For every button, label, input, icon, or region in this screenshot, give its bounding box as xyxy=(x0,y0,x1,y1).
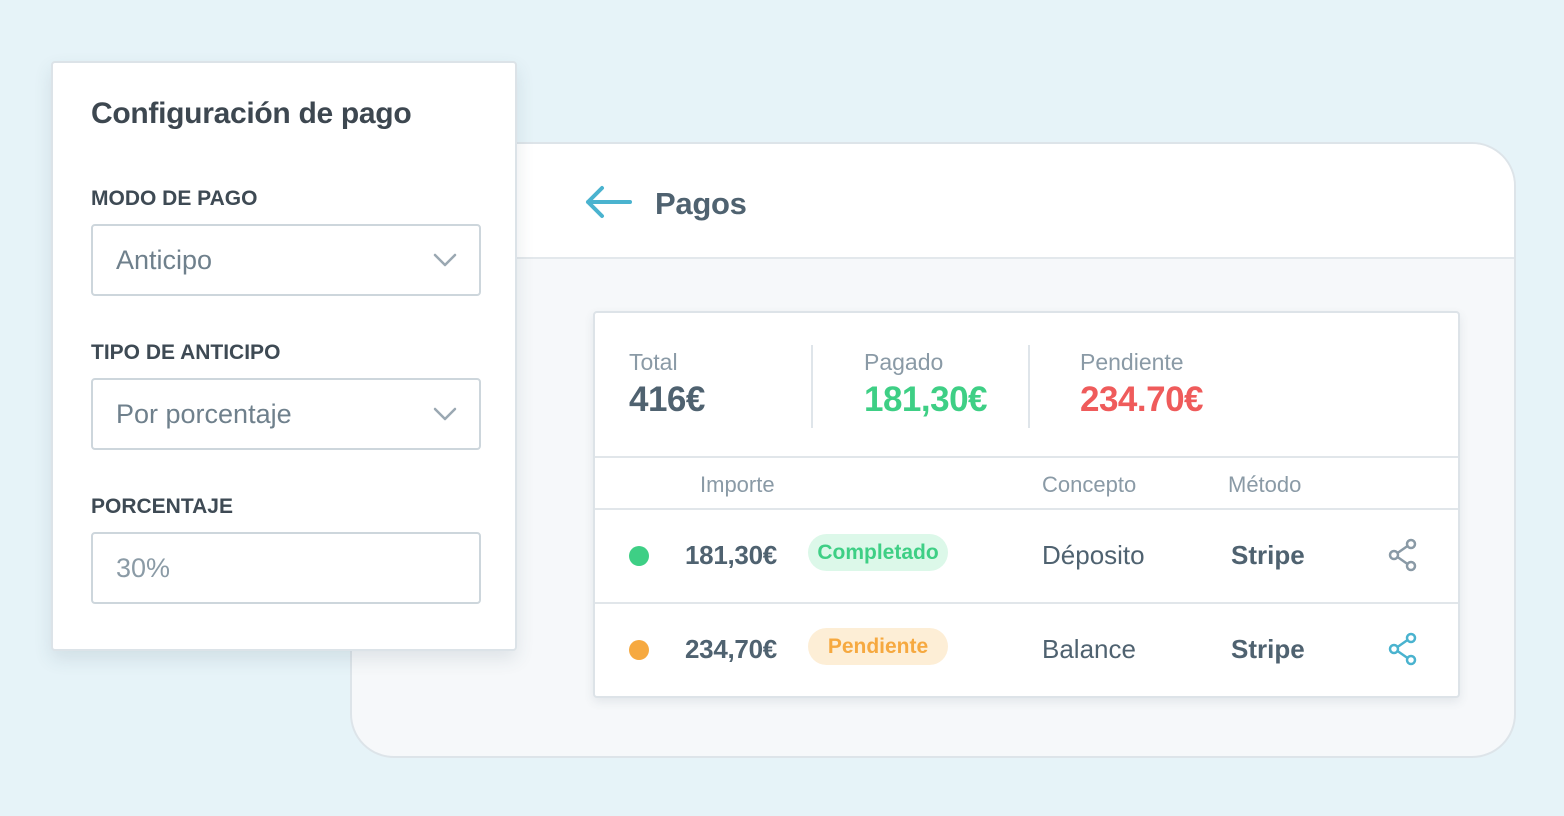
summary-divider xyxy=(1028,345,1030,428)
advance-type-select[interactable]: Por porcentaje xyxy=(91,378,481,450)
summary-total-value: 416€ xyxy=(629,380,705,419)
table-row[interactable]: 234,70€ Pendiente Balance Stripe xyxy=(595,604,1458,698)
percentage-label: PORCENTAJE xyxy=(91,495,233,518)
row-amount: 181,30€ xyxy=(685,540,777,570)
payment-mode-select[interactable]: Anticipo xyxy=(91,224,481,296)
row-amount: 234,70€ xyxy=(685,634,777,664)
percentage-value: 30% xyxy=(116,553,171,583)
percentage-input[interactable]: 30% xyxy=(91,532,481,604)
row-concept: Balance xyxy=(1042,634,1136,664)
advance-type-value: Por porcentaje xyxy=(116,399,292,429)
column-header-metodo: Método xyxy=(1228,472,1302,497)
summary-pending-value: 234.70€ xyxy=(1080,380,1204,419)
summary-pending: Pendiente 234.70€ xyxy=(1080,349,1204,420)
summary-divider xyxy=(811,345,813,428)
payment-mode-label: MODO DE PAGO xyxy=(91,187,258,210)
panel-title: Configuración de pago xyxy=(91,97,412,130)
summary-pending-label: Pendiente xyxy=(1080,349,1184,375)
column-header-concepto: Concepto xyxy=(1042,472,1137,497)
table-header: Importe Concepto Método xyxy=(595,458,1458,510)
share-icon[interactable] xyxy=(1387,632,1419,666)
advance-type-label: TIPO DE ANTICIPO xyxy=(91,341,281,364)
status-dot-completed xyxy=(629,546,649,566)
row-method: Stripe xyxy=(1231,540,1305,570)
payments-card: Total 416€ Pagado 181,30€ Pendiente 234.… xyxy=(593,311,1460,698)
payment-summary: Total 416€ Pagado 181,30€ Pendiente 234.… xyxy=(595,313,1458,458)
summary-paid-value: 181,30€ xyxy=(864,380,988,419)
status-badge: Pendiente xyxy=(808,628,948,665)
status-dot-pending xyxy=(629,640,649,660)
payments-header: Pagos xyxy=(352,144,1514,259)
status-badge: Completado xyxy=(808,534,948,571)
share-icon[interactable] xyxy=(1387,538,1419,572)
chevron-down-icon xyxy=(433,407,457,421)
summary-paid: Pagado 181,30€ xyxy=(864,349,988,420)
row-concept: Déposito xyxy=(1042,540,1145,570)
summary-paid-label: Pagado xyxy=(864,349,944,375)
table-row[interactable]: 181,30€ Completado Déposito Stripe xyxy=(595,510,1458,604)
back-arrow-icon[interactable] xyxy=(582,184,634,220)
summary-total: Total 416€ xyxy=(629,349,705,420)
row-method: Stripe xyxy=(1231,634,1305,664)
summary-total-label: Total xyxy=(629,349,678,375)
page-title: Pagos xyxy=(655,186,747,221)
column-header-importe: Importe xyxy=(700,472,775,497)
chevron-down-icon xyxy=(433,253,457,267)
payment-mode-value: Anticipo xyxy=(116,245,213,275)
payment-config-panel: Configuración de pago MODO DE PAGO Antic… xyxy=(51,61,517,651)
